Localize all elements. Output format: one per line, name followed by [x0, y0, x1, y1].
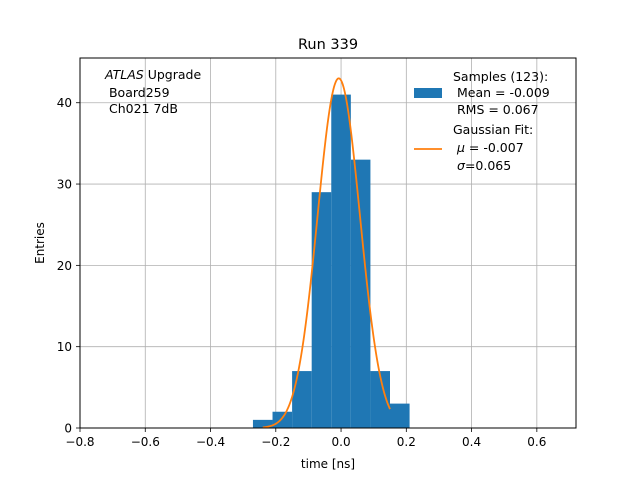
legend-hist-line-1: Samples (123):: [453, 69, 548, 84]
histogram-bar: [370, 371, 390, 428]
sigma-symbol: σ: [457, 158, 466, 173]
y-tick-label: 20: [57, 259, 72, 273]
plot-area-frame: [79, 57, 577, 429]
x-tick-label: 0.4: [462, 435, 481, 449]
mu-symbol: μ: [456, 140, 465, 155]
x-tick-label: 0.6: [527, 435, 546, 449]
histogram-bars: [252, 94, 410, 428]
upgrade-label: Upgrade: [144, 67, 202, 82]
histogram-bar: [350, 159, 371, 428]
annotation-line-2: Board259: [105, 85, 170, 100]
y-axis-label: Entries: [33, 222, 47, 264]
x-tick-label: 0.0: [332, 435, 351, 449]
gaussian-fit: [262, 77, 391, 429]
legend-hist-swatch: [414, 88, 442, 98]
histogram-bar: [331, 94, 351, 428]
atlas-label: ATLAS: [104, 67, 144, 82]
x-tick-label: −0.4: [196, 435, 225, 449]
x-tick-label: −0.2: [261, 435, 290, 449]
y-tick-label: 0: [64, 422, 72, 436]
legend-hist-line-2: Mean = -0.009: [453, 85, 550, 100]
legend-fit-mu: μ = -0.007: [456, 140, 524, 155]
y-tick-label: 30: [57, 178, 72, 192]
x-tick-label: 0.2: [397, 435, 416, 449]
x-tick-label: −0.6: [131, 435, 160, 449]
y-tick-label: 40: [57, 96, 72, 110]
gaussian-fit-line: [262, 77, 391, 429]
histogram-bar: [311, 192, 332, 428]
sigma-value: =0.065: [465, 158, 511, 173]
annotation-line-1: ATLAS Upgrade: [104, 67, 201, 82]
mu-value: = -0.007: [465, 140, 524, 155]
x-axis-label: time [ns]: [301, 457, 355, 471]
legend-hist-line-3: RMS = 0.067: [453, 102, 539, 117]
atlas-annotation: ATLAS Upgrade Board259 Ch021 7dB: [104, 67, 201, 116]
histogram-bar: [272, 411, 293, 428]
histogram-bar: [390, 403, 410, 428]
y-tick-label: 10: [57, 340, 72, 354]
legend: Samples (123): Mean = -0.009 RMS = 0.067…: [414, 69, 550, 173]
y-axis: 0 10 20 30 40: [57, 96, 80, 436]
histogram-bar: [292, 371, 312, 428]
histogram-bar: [252, 419, 273, 428]
legend-fit-title: Gaussian Fit:: [453, 122, 533, 137]
x-axis: −0.8 −0.6 −0.4 −0.2 0.0 0.2 0.4 0.6: [65, 428, 546, 449]
annotation-line-3: Ch021 7dB: [105, 101, 178, 116]
legend-fit-sigma: σ=0.065: [457, 158, 511, 173]
x-tick-label: −0.8: [65, 435, 94, 449]
chart-title: Run 339: [298, 37, 358, 53]
